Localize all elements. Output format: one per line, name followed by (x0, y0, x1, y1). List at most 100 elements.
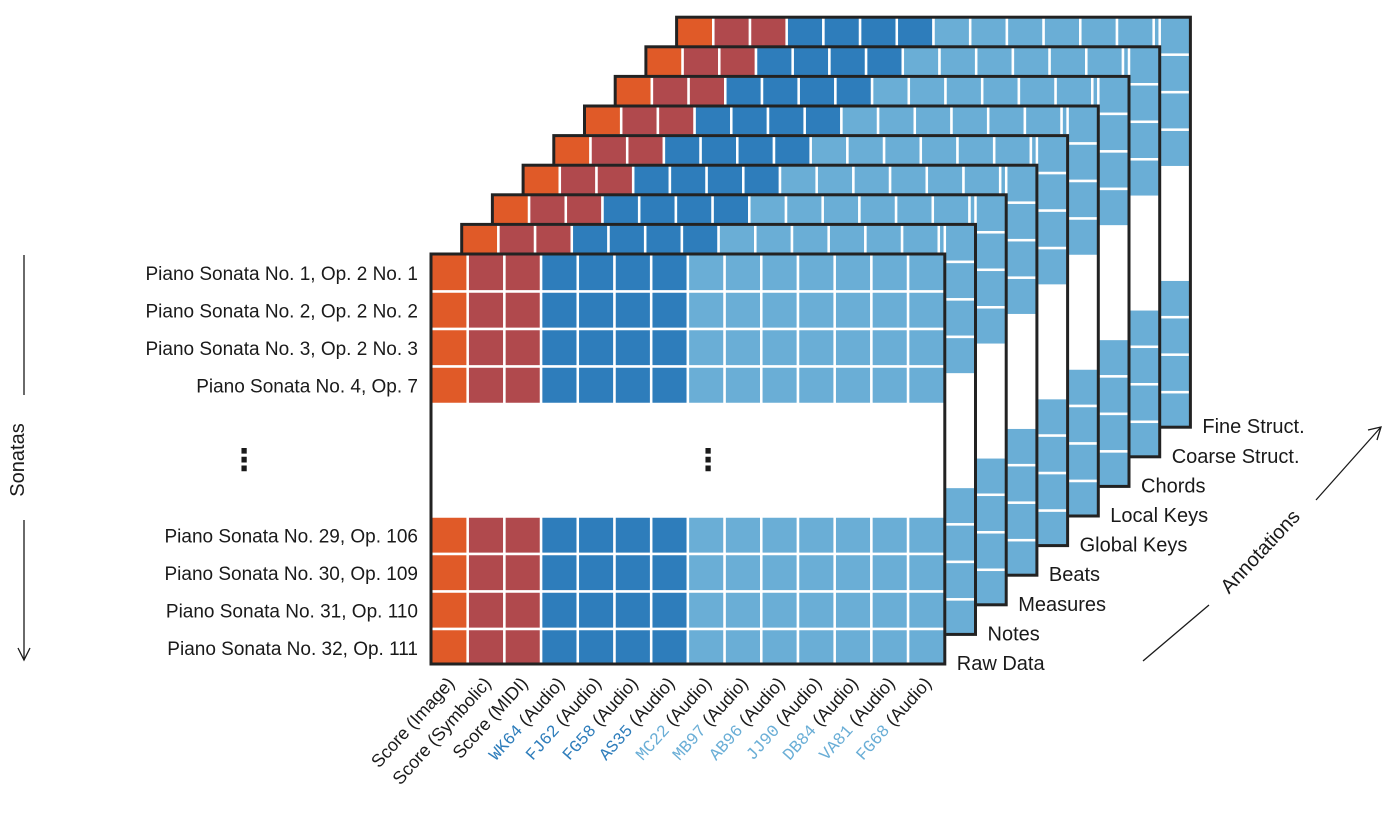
grid-cell (900, 223, 941, 256)
grid-cell (1097, 187, 1131, 228)
grid-cell (760, 252, 800, 293)
grid-cell (1023, 104, 1063, 137)
grid-cell (1158, 353, 1192, 394)
grid-cell (796, 365, 836, 406)
grid-cell (833, 590, 873, 631)
sonata-label: Piano Sonata No. 32, Op. 111 (167, 639, 418, 660)
grid-cell (539, 515, 580, 556)
grid-cell (974, 306, 1008, 347)
annotation-layer-label: Raw Data (957, 653, 1046, 675)
sonatas-axis-label: Sonatas (7, 423, 29, 496)
grid-cell (649, 627, 690, 668)
grid-cell (649, 365, 690, 406)
grid-cell (674, 193, 714, 226)
grid-cell (589, 134, 629, 167)
grid-cell (760, 515, 800, 556)
grid-cell (1085, 45, 1125, 78)
grid-cell (882, 134, 923, 167)
grid-cell (986, 104, 1027, 137)
grid-cell (1127, 308, 1161, 349)
grid-cell (1097, 412, 1131, 453)
grid-cell (736, 134, 776, 167)
grid-cell (576, 290, 616, 331)
grid-cell (852, 163, 892, 197)
grid-cell (821, 193, 861, 226)
grid-cell (938, 45, 978, 78)
grid-cell (607, 223, 647, 256)
sonatas-axis: Sonatas (7, 255, 31, 662)
grid-cell (649, 252, 690, 293)
grid-cell (833, 290, 873, 331)
grid-cell (754, 45, 794, 78)
grid-cell (992, 134, 1033, 167)
grid-cell (527, 193, 568, 226)
grid-cell (1127, 158, 1161, 199)
grid-cell (576, 515, 616, 556)
grid-cell (712, 15, 752, 49)
grid-cell (503, 252, 543, 293)
grid-cell (907, 75, 947, 108)
ellipsis-mark: ⋮ (693, 444, 723, 477)
grid-cell (681, 45, 721, 78)
grid-cell (576, 627, 616, 668)
grid-cell (943, 560, 977, 601)
grid-cell (1158, 315, 1192, 356)
grid-cell (723, 590, 763, 631)
grid-cell (796, 627, 836, 668)
grid-cell (980, 75, 1021, 108)
grid-cell (913, 104, 953, 137)
grid-cell (1004, 238, 1039, 279)
grid-cell (822, 15, 862, 49)
grid-cell (503, 515, 543, 556)
grid-cell (686, 627, 726, 668)
grid-cell (1066, 442, 1100, 483)
grid-cell (974, 456, 1008, 497)
annotation-layer-label: Local Keys (1110, 505, 1208, 527)
grid-cell (748, 15, 788, 49)
grid-cell (429, 590, 469, 631)
grid-cell (1042, 15, 1082, 49)
grid-cell (1066, 104, 1100, 145)
grid-cell (760, 552, 800, 593)
grid-cell (796, 552, 836, 593)
grid-cell (870, 515, 910, 556)
grid-cell (576, 252, 616, 293)
grid-cell (576, 590, 616, 631)
grid-cell (466, 327, 506, 368)
grid-cell (533, 223, 574, 256)
sonata-label: Piano Sonata No. 29, Op. 106 (164, 526, 418, 547)
grid-cell (637, 193, 678, 226)
grid-cell (583, 104, 623, 137)
grid-cell (906, 290, 947, 331)
grid-cell (943, 223, 977, 264)
grid-cell (613, 290, 653, 331)
grid-cell (974, 493, 1008, 534)
grid-cell (870, 290, 910, 331)
grid-cell (1004, 501, 1039, 542)
grid-cell (1127, 345, 1161, 386)
layer-frame (429, 252, 947, 666)
grid-cell (723, 627, 763, 668)
grid-cell (1097, 150, 1131, 191)
grid-cell (1035, 171, 1069, 212)
grid-cell (906, 365, 947, 406)
grid-cell (613, 552, 653, 593)
grid-cell (1004, 276, 1039, 317)
grid-cell (613, 327, 653, 368)
grid-cell (797, 75, 837, 108)
grid-cell (760, 290, 800, 331)
grid-cell (1127, 383, 1161, 424)
grid-cell (619, 104, 660, 137)
grid-cell (503, 590, 543, 631)
grid-cell (576, 552, 616, 593)
grid-cell (833, 327, 873, 368)
grid-cell (613, 627, 653, 668)
grid-cell (680, 223, 720, 256)
grid-cell (796, 515, 836, 556)
grid-cell (870, 252, 910, 293)
grid-cell (1097, 375, 1131, 416)
grid-cell (870, 590, 910, 631)
sonata-label: Piano Sonata No. 30, Op. 109 (164, 564, 418, 585)
grid-cell (833, 252, 873, 293)
